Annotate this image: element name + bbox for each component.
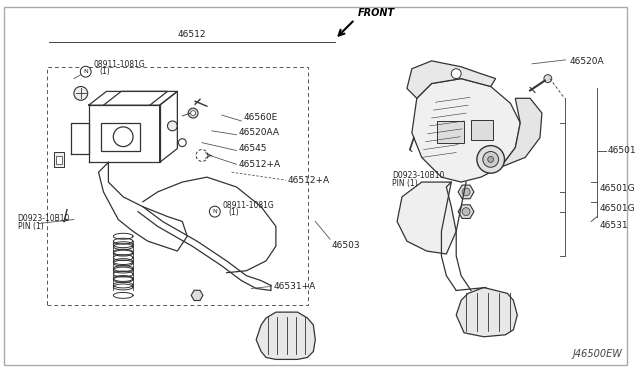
Circle shape: [483, 151, 499, 167]
Text: D0923-10B10: D0923-10B10: [392, 171, 445, 180]
Text: 46512+A: 46512+A: [239, 160, 280, 169]
Text: 46501G: 46501G: [599, 204, 635, 213]
Circle shape: [209, 206, 220, 217]
Text: J46500EW: J46500EW: [573, 349, 623, 359]
Circle shape: [477, 145, 504, 173]
Circle shape: [74, 86, 88, 100]
Text: D0923-10B10: D0923-10B10: [18, 214, 70, 224]
Text: (1): (1): [228, 208, 239, 217]
Polygon shape: [500, 98, 542, 167]
Text: 46503: 46503: [332, 241, 361, 250]
Bar: [54, 151, 64, 167]
Text: 46501: 46501: [608, 146, 637, 155]
Polygon shape: [397, 182, 456, 254]
Polygon shape: [191, 290, 203, 301]
Text: 08911-1081G: 08911-1081G: [93, 60, 145, 69]
Polygon shape: [458, 205, 474, 218]
Bar: [436, 121, 464, 142]
Text: N: N: [212, 209, 217, 214]
Bar: [100, 123, 140, 151]
Text: 46512+A: 46512+A: [288, 176, 330, 185]
Text: 08911-1081G: 08911-1081G: [223, 201, 275, 210]
Circle shape: [188, 108, 198, 118]
Text: PIN (1): PIN (1): [18, 222, 44, 231]
Polygon shape: [407, 61, 495, 98]
Circle shape: [179, 139, 186, 147]
Circle shape: [191, 110, 196, 116]
Text: FRONT: FRONT: [358, 7, 395, 17]
Text: 46545: 46545: [239, 144, 267, 153]
Circle shape: [113, 127, 133, 147]
Text: 46560E: 46560E: [243, 112, 278, 122]
Bar: [56, 157, 62, 164]
Polygon shape: [412, 78, 520, 182]
Circle shape: [80, 66, 91, 77]
Text: 46531: 46531: [599, 221, 628, 231]
Text: (1): (1): [99, 67, 110, 76]
Bar: [47, 67, 308, 305]
Circle shape: [451, 69, 461, 78]
Text: 46512: 46512: [178, 30, 206, 39]
Polygon shape: [458, 185, 474, 199]
Text: N: N: [83, 69, 88, 74]
Circle shape: [462, 188, 470, 196]
Circle shape: [544, 75, 552, 83]
Text: 46501G: 46501G: [599, 184, 635, 193]
Polygon shape: [456, 288, 517, 337]
Text: 46520A: 46520A: [570, 57, 604, 66]
Polygon shape: [256, 312, 316, 359]
Text: 46520AA: 46520AA: [239, 128, 280, 137]
Text: PIN (1): PIN (1): [392, 179, 418, 188]
Circle shape: [462, 208, 470, 215]
Circle shape: [488, 157, 493, 162]
Text: 46531+A: 46531+A: [274, 282, 316, 291]
Circle shape: [168, 121, 177, 131]
Bar: [471, 120, 493, 140]
